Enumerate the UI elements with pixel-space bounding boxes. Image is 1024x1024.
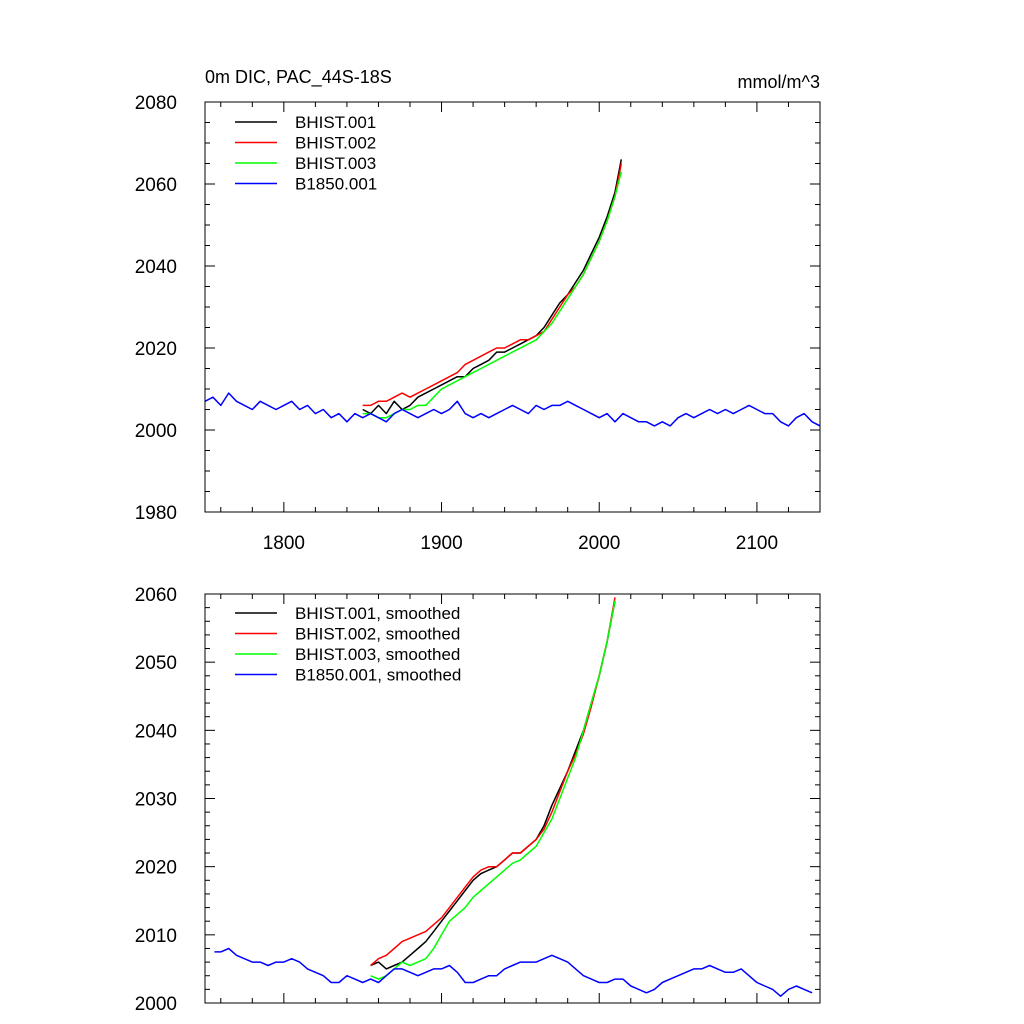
y-tick-label: 2060 xyxy=(135,175,177,196)
y-tick-label: 2010 xyxy=(135,926,177,947)
series-line-3 xyxy=(205,392,820,427)
x-tick-label: 1800 xyxy=(263,533,305,554)
series-group xyxy=(214,597,813,997)
series-line-0 xyxy=(370,600,616,970)
series-line-2 xyxy=(370,600,616,980)
y-tick-label: 2040 xyxy=(135,257,177,278)
series-line-1 xyxy=(370,597,616,967)
x-tick-label: 1900 xyxy=(420,533,462,554)
series-line-0 xyxy=(362,159,623,415)
legend-label: BHIST.001, smoothed xyxy=(295,604,460,623)
y-tick-label: 2080 xyxy=(135,93,177,114)
series-line-3 xyxy=(214,947,813,997)
series-line-1 xyxy=(362,163,623,407)
series-line-2 xyxy=(362,171,623,419)
series-group xyxy=(205,159,820,427)
y-tick-label: 2000 xyxy=(135,994,177,1015)
chart-title: 0m DIC, PAC_44S-18S xyxy=(205,67,392,88)
legend-label: BHIST.002, smoothed xyxy=(295,625,460,644)
y-tick-label: 2020 xyxy=(135,858,177,879)
y-tick-label: 2030 xyxy=(135,790,177,811)
legend-label: BHIST.003 xyxy=(295,154,376,173)
x-tick-label: 2100 xyxy=(736,533,778,554)
y-tick-label: 2020 xyxy=(135,339,177,360)
y-tick-label: 2040 xyxy=(135,721,177,742)
chart-units: mmol/m^3 xyxy=(738,72,820,92)
top-panel: 1800 1900 2000 2100 1980 2000 2020 2040 2060 2080… xyxy=(135,93,821,554)
legend-label: BHIST.001 xyxy=(295,113,376,132)
x-tick-label: 2000 xyxy=(578,533,620,554)
legend-label: B1850.001, smoothed xyxy=(295,666,461,685)
y-tick-label: 1980 xyxy=(135,503,177,524)
y-tick-label: 2000 xyxy=(135,421,177,442)
y-tick-label: 2050 xyxy=(135,653,177,674)
legend-label: BHIST.003, smoothed xyxy=(295,645,460,664)
legend-label: B1850.001 xyxy=(295,175,377,194)
bottom-panel: 2000 2010 2020 2030 2040 2050 2060 BHIST.001, s… xyxy=(135,585,821,1015)
y-tick-label: 2060 xyxy=(135,585,177,606)
legend: BHIST.001, smoothed BHIST.002, smoothedBH… xyxy=(235,604,461,685)
legend-label: BHIST.002 xyxy=(295,134,376,153)
